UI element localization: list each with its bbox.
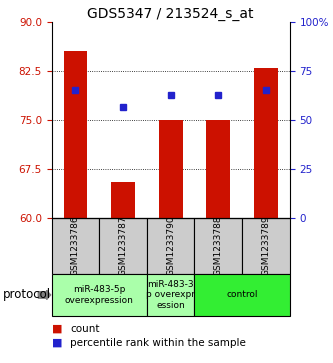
Bar: [52, 274, 147, 316]
Bar: [254, 68, 278, 218]
Bar: [64, 51, 87, 218]
Title: GDS5347 / 213524_s_at: GDS5347 / 213524_s_at: [87, 7, 254, 21]
Bar: [147, 274, 194, 316]
Text: count: count: [70, 323, 100, 334]
Text: GSM1233786: GSM1233786: [71, 216, 80, 276]
Bar: [147, 218, 194, 274]
Text: ■: ■: [52, 338, 62, 348]
Bar: [111, 182, 135, 218]
Bar: [206, 120, 230, 218]
Text: GSM1233788: GSM1233788: [214, 216, 223, 276]
Text: ■: ■: [52, 323, 62, 334]
Text: control: control: [226, 290, 258, 299]
Bar: [242, 218, 290, 274]
Text: GSM1233787: GSM1233787: [119, 216, 128, 276]
Text: GSM1233790: GSM1233790: [166, 216, 175, 276]
Text: miR-483-5p
overexpression: miR-483-5p overexpression: [65, 285, 134, 305]
Bar: [194, 218, 242, 274]
Bar: [99, 218, 147, 274]
Bar: [194, 274, 290, 316]
Text: percentile rank within the sample: percentile rank within the sample: [70, 338, 246, 348]
Text: protocol: protocol: [3, 289, 52, 301]
Text: miR-483-3
p overexpr
ession: miR-483-3 p overexpr ession: [146, 280, 195, 310]
Bar: [52, 218, 99, 274]
Bar: [159, 120, 182, 218]
Text: GSM1233789: GSM1233789: [261, 216, 270, 276]
